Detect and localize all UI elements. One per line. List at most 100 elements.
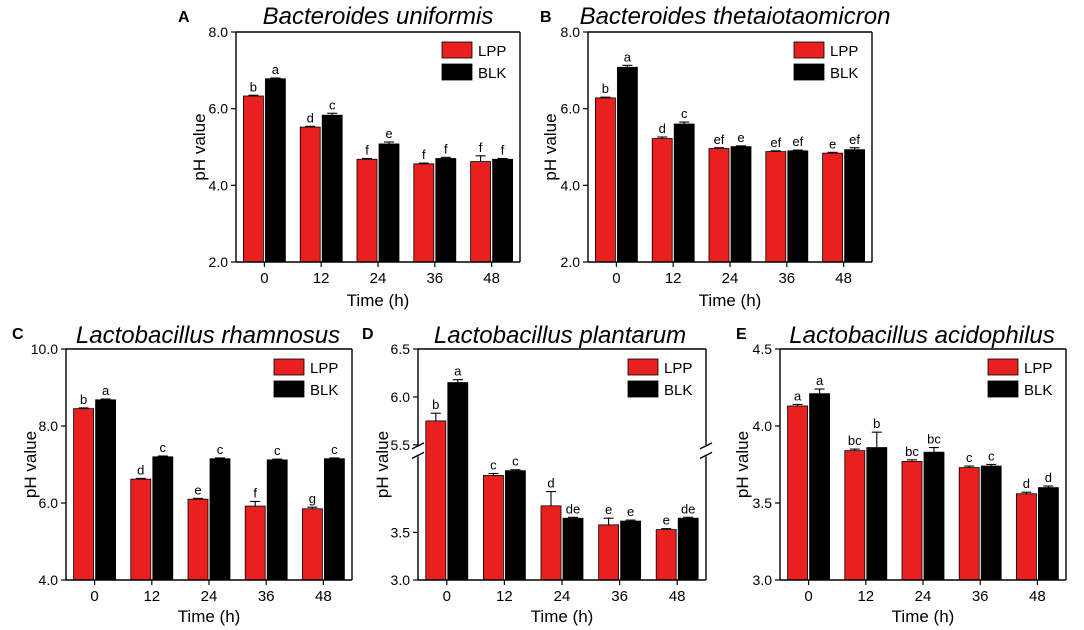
panel-a: A Bacteroides uniformis b d f f f a c e f f 2.0 4.0 6.…: [178, 3, 521, 310]
significance-letter: c: [988, 449, 995, 464]
axis-break-mark: [699, 442, 713, 450]
bar-blk-48: [492, 158, 514, 263]
panel-letter: E: [736, 326, 747, 343]
y-tick-label: 3.0: [753, 572, 773, 588]
legend-label-lpp: LPP: [1024, 360, 1052, 377]
significance-letter: e: [829, 136, 836, 151]
y-tick-label: 8.0: [39, 418, 59, 434]
chart-title: Lactobacillus rhamnosus: [76, 322, 340, 349]
bar-lpp-48: [1016, 493, 1037, 581]
y-axis-label: pH value: [21, 431, 40, 498]
bar-blk-12: [673, 123, 695, 263]
significance-letter: e: [194, 482, 201, 497]
bar-lpp-24: [901, 461, 923, 581]
significance-letter: d: [307, 110, 314, 125]
x-tick-label: 24: [201, 588, 218, 605]
legend-swatch-blk: [987, 380, 1019, 398]
bar-blk-24: [730, 146, 752, 263]
significance-letter: d: [547, 476, 554, 491]
significance-letter: a: [816, 373, 824, 388]
x-tick-label: 0: [260, 270, 268, 287]
x-axis-label: Time (h): [531, 607, 594, 626]
x-tick-label: 12: [857, 588, 874, 605]
bar-lpp-24: [540, 505, 562, 581]
bar-lpp-24: [708, 148, 730, 263]
legend-swatch-blk: [627, 380, 659, 398]
bar-blk-48: [677, 517, 699, 581]
bar-blk-12: [152, 456, 174, 581]
y-tick-label: 2.0: [561, 254, 581, 270]
bar-blk-48: [1038, 487, 1059, 581]
bar-lpp-0: [595, 97, 616, 263]
significance-letter: e: [605, 502, 612, 517]
x-tick-label: 36: [972, 588, 989, 605]
y-axis-label: pH value: [541, 113, 560, 180]
x-tick-label: 24: [722, 270, 739, 287]
significance-letter: e: [737, 130, 744, 145]
chart-title: Lactobacillus acidophilus: [789, 322, 1055, 349]
y-tick-label: 4.0: [209, 177, 229, 193]
legend-label-blk: BLK: [478, 65, 506, 82]
x-tick-label: 48: [1029, 588, 1046, 605]
x-tick-label: 36: [426, 270, 443, 287]
bar-blk-36: [620, 520, 641, 581]
bar-lpp-24: [356, 158, 378, 263]
significance-letter: de: [681, 501, 695, 516]
y-tick-label: 5.5: [391, 437, 411, 453]
bar-lpp-36: [765, 151, 787, 263]
x-tick-label: 12: [143, 588, 160, 605]
significance-letter: e: [385, 126, 392, 141]
panel-letter: D: [362, 326, 374, 343]
bar-lpp-36: [598, 524, 619, 581]
legend-swatch-blk: [441, 63, 473, 81]
y-tick-label: 6.0: [39, 495, 59, 511]
x-tick-label: 48: [669, 588, 686, 605]
significance-letter: bc: [927, 432, 941, 447]
significance-letter: e: [663, 513, 670, 528]
chart-title: Bacteroides thetaiotaomicron: [580, 3, 891, 30]
legend-label-lpp: LPP: [830, 43, 858, 60]
panel-c: C Lactobacillus rhamnosus b d e f g a c c c c 4.0 6.0…: [12, 322, 353, 626]
bar-lpp-48: [470, 161, 492, 263]
y-tick-label: 2.0: [209, 254, 229, 270]
bar-blk-0: [264, 78, 286, 263]
significance-letter: d: [659, 121, 666, 136]
y-tick-label: 6.0: [209, 101, 229, 117]
bar-blk-0: [809, 393, 830, 581]
y-tick-label: 3.0: [391, 572, 411, 588]
y-tick-label: 6.0: [391, 389, 411, 405]
x-axis-label: Time (h): [892, 607, 955, 626]
bar-lpp-36: [958, 467, 980, 581]
legend-label-blk: BLK: [830, 65, 858, 82]
significance-letter: b: [80, 392, 87, 407]
legend-label-lpp: LPP: [310, 360, 338, 377]
significance-letter: b: [602, 81, 609, 96]
chart-title: Bacteroides uniformis: [263, 3, 494, 30]
bar-blk-24: [378, 143, 400, 263]
axis-break-mark: [699, 451, 713, 460]
bar-blk-0: [617, 66, 638, 263]
significance-letter: c: [274, 443, 281, 458]
x-tick-label: 12: [496, 588, 513, 605]
bar-blk-36: [787, 150, 809, 263]
significance-letter: c: [966, 450, 973, 465]
significance-letter: bc: [848, 433, 862, 448]
significance-letter: ef: [714, 132, 725, 147]
significance-letter: d: [1045, 470, 1052, 485]
significance-letter: c: [160, 440, 167, 455]
significance-letter: b: [873, 416, 880, 431]
x-axis-label: Time (h): [699, 291, 762, 310]
y-axis-label: pH value: [190, 113, 209, 180]
y-tick-label: 6.5: [391, 341, 411, 357]
x-tick-label: 36: [611, 588, 628, 605]
x-tick-label: 0: [612, 270, 620, 287]
y-tick-label: 6.0: [561, 101, 581, 117]
significance-letter: b: [432, 397, 439, 412]
significance-letter: f: [422, 147, 426, 162]
y-tick-label: 4.0: [39, 572, 59, 588]
x-tick-label: 12: [313, 270, 330, 287]
bar-lpp-12: [130, 478, 152, 581]
significance-letter: c: [331, 442, 338, 457]
